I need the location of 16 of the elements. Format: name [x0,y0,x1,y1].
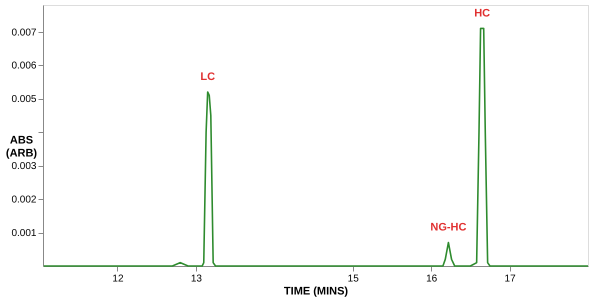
y-tick-label: 0.001 [11,228,37,240]
y-tick-label: 0.005 [11,94,37,106]
x-tick-label: 13 [190,274,202,284]
x-tick-label: 12 [112,274,124,284]
y-tick-label: 0.002 [11,194,37,206]
annotation: LC [200,71,216,83]
x-axis-title: TIME (MINS) [284,286,348,298]
annotation: NG-HC [430,222,466,234]
x-tick-label: 16 [426,274,438,284]
y-tick-label: 0.006 [11,60,37,72]
annotation: HC [474,7,490,20]
x-tick-label: 17 [504,274,516,284]
y-axis-title: ABS (ARB) [6,134,38,160]
x-tick-label: 15 [348,274,360,284]
y-tick-label: 0.007 [11,27,37,38]
y-tick-label: 0.003 [11,161,37,172]
